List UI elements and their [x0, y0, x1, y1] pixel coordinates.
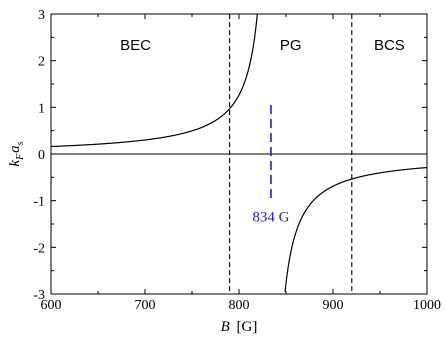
x-tick-label: 900 [323, 298, 344, 313]
y-tick-label: -2 [33, 241, 45, 256]
y-axis-sub-s: s [15, 141, 26, 145]
y-tick-label: -1 [33, 195, 45, 210]
region-labels: BEC PG BCS [120, 37, 405, 54]
curve-layer [50, 13, 428, 293]
region-boundaries [229, 14, 353, 294]
resonance-label: 834 G [252, 210, 289, 226]
region-label-bcs: BCS [374, 37, 405, 54]
y-tick-label: 3 [38, 8, 45, 23]
axis-ticks [50, 13, 428, 295]
x-axis-unit: [G] [237, 319, 258, 335]
region-label-bec: BEC [120, 37, 151, 54]
x-tick-label: 1000 [413, 298, 441, 313]
y-axis-title: kFas [7, 141, 26, 166]
y-tick-label: -3 [33, 288, 45, 303]
x-axis-var: B [221, 319, 230, 335]
y-axis-var-a: a [7, 145, 23, 153]
kfas-curve-bec-branch [50, 13, 258, 148]
x-axis-title: B [G] [221, 319, 258, 335]
y-axis-var-k: k [7, 160, 23, 167]
kfas-curve-bcs-branch [284, 166, 428, 293]
region-label-pg: PG [280, 37, 302, 54]
tick-labels: 600 700 800 900 1000 -3 -2 -1 0 1 2 3 [33, 8, 441, 313]
x-tick-label: 600 [41, 298, 62, 313]
x-tick-label: 800 [229, 298, 250, 313]
resonance-annotation: 834 G [252, 105, 290, 226]
x-tick-label: 700 [135, 298, 156, 313]
y-axis-sub-f: F [15, 153, 26, 161]
y-tick-label: 0 [38, 148, 45, 163]
y-tick-label: 1 [38, 101, 45, 116]
y-tick-label: 2 [38, 55, 45, 70]
